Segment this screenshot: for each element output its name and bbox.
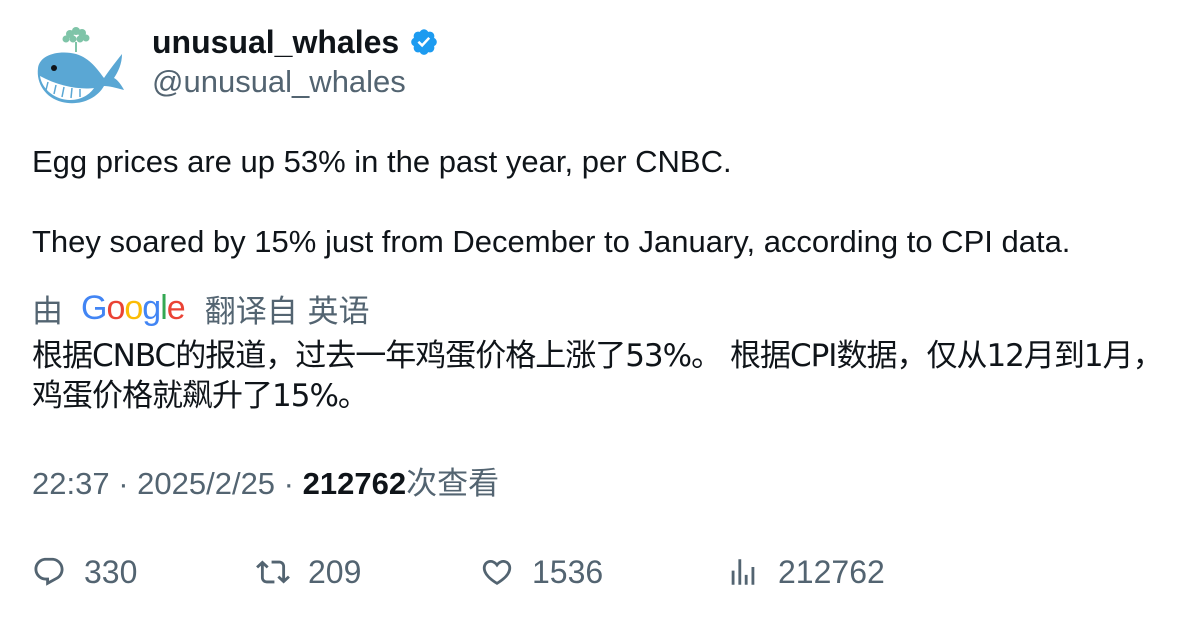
meta-separator: · bbox=[275, 466, 303, 501]
like-count: 1536 bbox=[532, 553, 604, 590]
views-action-count: 212762 bbox=[778, 553, 885, 590]
translated-text: 根据CNBC的报道，过去一年鸡蛋价格上涨了53%。 根据CPI数据，仅从12月到… bbox=[32, 338, 1164, 414]
reply-icon bbox=[34, 557, 64, 586]
views-button[interactable]: 212762 bbox=[726, 552, 885, 592]
tweet-meta: 22:37 · 2025/2/25 · 212762 次查看 bbox=[32, 464, 499, 504]
tweet-text: Egg prices are up 53% in the past year, … bbox=[32, 144, 1071, 259]
heart-icon bbox=[482, 559, 512, 585]
action-bar: 330 209 1536 212762 bbox=[32, 552, 1172, 592]
tweet-date[interactable]: 2025/2/25 bbox=[137, 466, 276, 501]
author-handle[interactable]: @unusual_whales bbox=[152, 64, 406, 99]
retweet-count: 209 bbox=[308, 553, 362, 590]
tweet-time[interactable]: 22:37 bbox=[32, 466, 110, 501]
translation-suffix[interactable]: 翻译自 英语 bbox=[204, 293, 370, 330]
views-label: 次查看 bbox=[406, 466, 500, 502]
verified-badge-icon bbox=[411, 29, 437, 55]
whale-icon bbox=[37, 27, 124, 104]
translation-prefix: 由 bbox=[32, 293, 63, 330]
google-logo: Google bbox=[81, 288, 186, 327]
retweet-button[interactable]: 209 bbox=[256, 552, 361, 592]
author-name-row: unusual_whales bbox=[152, 22, 439, 62]
translation-attribution: 由 Google 翻译自 英语 bbox=[32, 288, 370, 330]
views-count: 212762 bbox=[302, 466, 407, 501]
like-button[interactable]: 1536 bbox=[480, 552, 603, 592]
reply-count: 330 bbox=[84, 553, 138, 590]
avatar[interactable] bbox=[30, 24, 126, 114]
author-display-name[interactable]: unusual_whales bbox=[152, 24, 400, 60]
bar-chart-icon bbox=[731, 559, 755, 585]
meta-separator: · bbox=[109, 466, 138, 501]
reply-button[interactable]: 330 bbox=[32, 552, 137, 592]
retweet-icon bbox=[256, 560, 290, 584]
